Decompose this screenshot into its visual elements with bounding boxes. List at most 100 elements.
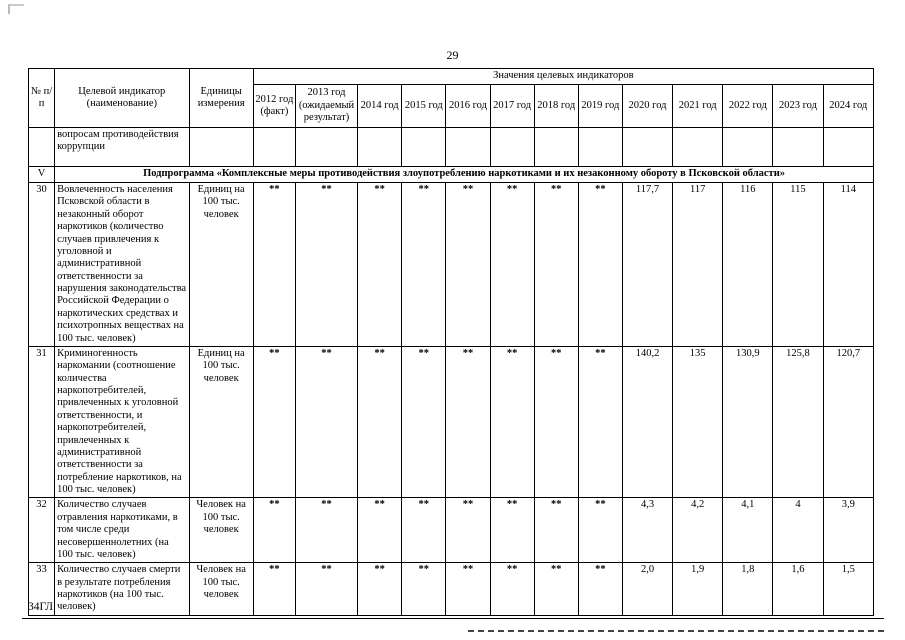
col-header-year: 2022 год [722, 84, 774, 128]
table-header-row: № п/п Целевой индикатор (наименование) Е… [27, 68, 875, 128]
table-header-years-row: 2012 год (факт) 2013 год (ожидаемый резу… [29, 84, 875, 128]
cell-indicator: Количество случаев отравления наркотикам… [54, 497, 190, 564]
col-header-year: 2015 год [401, 84, 447, 128]
cell-unit: Человек на 100 тыс. человек [188, 562, 254, 616]
cell-indicator: Количество случаев смерти в результате п… [54, 562, 190, 616]
cell-value: ** [357, 497, 403, 564]
cell-value: 4,1 [722, 497, 774, 564]
cell-value: 1,6 [772, 562, 824, 616]
cell-value: 125,8 [772, 345, 824, 499]
col-header-year: 2012 год (факт) [252, 84, 296, 128]
cell-value: 117 [672, 182, 724, 347]
cell-value: 135 [672, 345, 724, 499]
cell-value: ** [445, 497, 491, 564]
cell-value: ** [252, 182, 296, 347]
cell-value: ** [533, 345, 579, 499]
cell-indicator: Вовлеченность населения Псковской област… [54, 182, 190, 347]
subprogram-title: Подпрограмма «Комплексные меры противоде… [54, 166, 874, 183]
cell-value: ** [294, 182, 359, 347]
cell-num: 30 [27, 182, 56, 347]
cell-value: 4,2 [672, 497, 724, 564]
table-row: 32 Количество случаев отравления наркоти… [27, 497, 875, 564]
cell-unit [188, 127, 254, 167]
cell-value: ** [489, 182, 535, 347]
cell-value: ** [445, 182, 491, 347]
bottom-rule [22, 618, 884, 619]
cell-num: V [27, 166, 56, 183]
cell-value: 120,7 [822, 345, 875, 499]
cell-value: 117,7 [621, 182, 674, 347]
col-header-year: 2016 год [445, 84, 491, 128]
cell-unit: Единиц на 100 тыс. человек [188, 182, 254, 347]
cell-value: 115 [772, 182, 824, 347]
cell-value: 140,2 [621, 345, 674, 499]
cell-value: 2,0 [621, 562, 674, 616]
scan-artifact [8, 4, 24, 14]
cell-value: ** [533, 182, 579, 347]
cell-value: ** [489, 497, 535, 564]
cell-value: ** [445, 562, 491, 616]
cell-value: ** [445, 345, 491, 499]
col-header-year: 2018 год [533, 84, 579, 128]
cell-num [27, 127, 56, 167]
cell-value: ** [577, 497, 623, 564]
indicators-table: № п/п Целевой индикатор (наименование) Е… [27, 68, 875, 616]
cell-value: 1,8 [722, 562, 774, 616]
cell-value: ** [401, 497, 447, 564]
col-header-values-group: Значения целевых индикаторов [252, 68, 875, 85]
table-row-subprogram: V Подпрограмма «Комплексные меры противо… [27, 166, 874, 183]
cell-indicator: вопросам противодействия коррупции [54, 127, 190, 167]
cell-value: ** [294, 345, 359, 499]
cell-num: 33 [27, 562, 56, 616]
cell-unit: Единиц на 100 тыс. человек [188, 345, 254, 499]
bottom-dashed-rule [468, 630, 884, 632]
col-header-indicator: Целевой индикатор (наименование) [54, 68, 190, 128]
col-header-year: 2020 год [621, 84, 674, 128]
col-header-year: 2023 год [772, 84, 824, 128]
cell-value: ** [294, 497, 359, 564]
cell-value: ** [357, 182, 403, 347]
cell-value: ** [401, 562, 447, 616]
cell-value: ** [577, 182, 623, 347]
col-header-year: 2024 год [822, 84, 875, 128]
cell-value: 130,9 [722, 345, 774, 499]
cell-unit: Человек на 100 тыс. человек [188, 497, 254, 564]
cell-value: 4,3 [621, 497, 674, 564]
cell-value: ** [577, 345, 623, 499]
cell-value: ** [294, 562, 359, 616]
cell-value: 1,9 [672, 562, 724, 616]
col-header-year: 2013 год (ожидаемый результат) [294, 84, 359, 128]
cell-num: 32 [27, 497, 56, 564]
col-header-year: 2017 год [489, 84, 535, 128]
cell-value: ** [533, 562, 579, 616]
col-header-num: № п/п [27, 68, 56, 128]
footer-code: 34ГЛ [28, 601, 54, 613]
cell-value: ** [357, 562, 403, 616]
cell-num: 31 [27, 345, 56, 499]
col-header-year: 2019 год [577, 84, 623, 128]
cell-value: ** [401, 345, 447, 499]
cell-value: 4 [772, 497, 824, 564]
table-row-continuation: вопросам противодействия коррупции [27, 127, 875, 167]
cell-value: ** [401, 182, 447, 347]
cell-value: ** [577, 562, 623, 616]
cell-value: 116 [722, 182, 774, 347]
col-header-year: 2014 год [357, 84, 403, 128]
cell-value: ** [252, 497, 296, 564]
page-number: 29 [446, 48, 459, 62]
cell-value: 3,9 [822, 497, 875, 564]
cell-value: ** [489, 562, 535, 616]
cell-value: ** [357, 345, 403, 499]
table-row: 31 Криминогенность наркомании (соотношен… [27, 345, 875, 499]
cell-value: ** [252, 562, 296, 616]
cell-value: 114 [822, 182, 875, 347]
col-header-unit: Единицы измерения [188, 68, 254, 128]
cell-indicator: Криминогенность наркомании (соотношение … [54, 345, 190, 499]
table-row: 33 Количество случаев смерти в результат… [27, 562, 875, 616]
cell-value: ** [533, 497, 579, 564]
cell-value: ** [252, 345, 296, 499]
table-row: 30 Вовлеченность населения Псковской обл… [27, 182, 875, 347]
cell-value: 1,5 [822, 562, 875, 616]
col-header-year: 2021 год [672, 84, 724, 128]
